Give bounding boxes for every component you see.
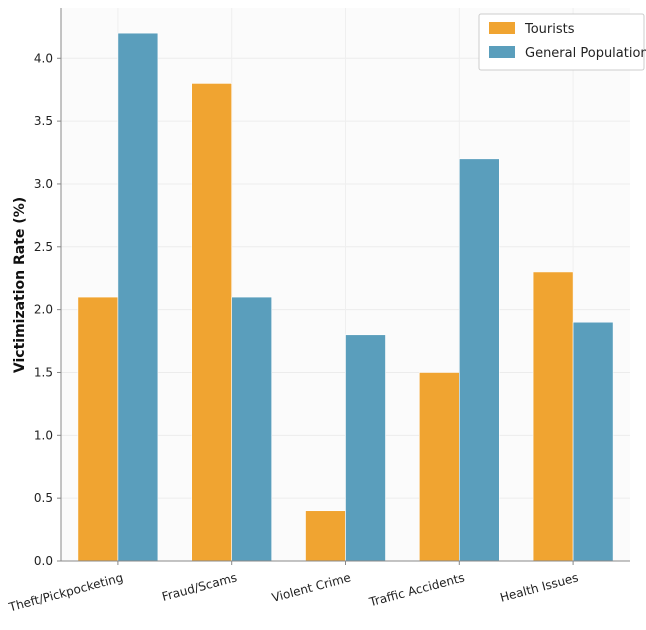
y-tick-label: 2.5: [34, 240, 53, 254]
bar-general-population: [458, 158, 500, 562]
x-tick-label: Health Issues: [498, 570, 579, 604]
legend-box: [478, 13, 645, 71]
bar-tourists: [191, 83, 232, 562]
bar-general-population: [345, 334, 386, 562]
y-tick-label: 0.0: [34, 554, 53, 568]
y-axis-title: Victimization Rate (%): [12, 197, 28, 373]
y-tick-label: 1.5: [34, 365, 53, 379]
legend-swatch-tourists: [489, 22, 515, 34]
bar-general-population: [231, 296, 272, 562]
bar-tourists: [77, 296, 119, 562]
x-tick-label: Theft/Pickpocketing: [6, 570, 124, 614]
y-tick-label: 0.5: [34, 491, 53, 505]
legend-label: General Population: [525, 46, 646, 61]
bar-tourists: [418, 372, 460, 562]
x-tick-label: Fraud/Scams: [160, 570, 238, 603]
y-tick-label: 1.0: [34, 428, 53, 442]
bars: [77, 32, 614, 562]
x-tick-labels: Theft/Pickpocketing Fraud/Scams Violent Cr…: [6, 561, 580, 615]
bar-general-population: [117, 32, 159, 562]
x-tick-label: Traffic Accidents: [367, 570, 466, 609]
y-tick-label: 2.0: [34, 303, 53, 317]
legend-swatch-general-population: [489, 46, 515, 58]
x-tick-label: Violent Crime: [270, 570, 352, 605]
bar-tourists: [305, 510, 346, 562]
y-tick-label: 4.0: [34, 51, 53, 65]
y-tick-label: 3.5: [34, 114, 53, 128]
legend-label: Tourists: [524, 22, 575, 37]
bar-general-population: [572, 321, 614, 562]
legend: Tourists General Population: [478, 13, 646, 71]
bar-tourists: [532, 271, 574, 562]
y-tick-labels: 0.0 0.5 1.0 1.5 2.0 2.5 3.0 3.5 4.0: [34, 51, 61, 568]
y-tick-label: 3.0: [34, 177, 53, 191]
